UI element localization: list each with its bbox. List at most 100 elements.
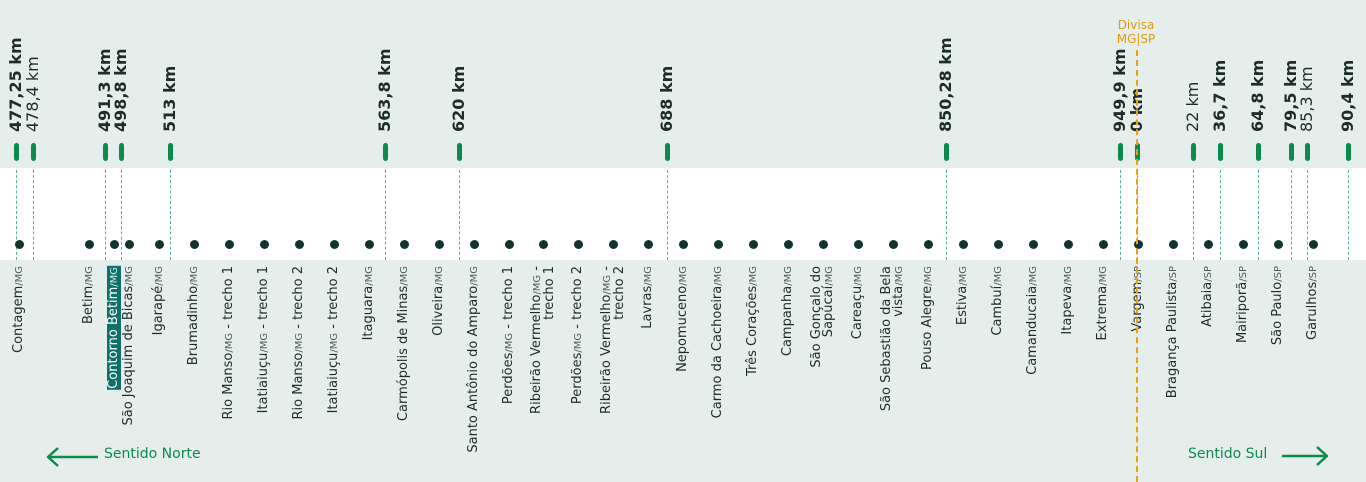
town-dot xyxy=(505,240,514,249)
town-dot xyxy=(1134,240,1143,249)
town-state: /MG xyxy=(504,332,515,353)
town-suffix: - trecho 1 xyxy=(501,266,516,333)
town-label: Contorno Betim/MG xyxy=(106,266,121,390)
town-label: Santo Antônio do Amparo/MG xyxy=(466,266,481,453)
town-dot xyxy=(435,240,444,249)
km-tick xyxy=(1256,143,1261,161)
town-label: Camanducaia/MG xyxy=(1025,266,1040,375)
town-name: Carmópolis de Minas xyxy=(396,285,411,422)
town-label: Carmópolis de Minas/MG xyxy=(396,266,411,422)
town-dot xyxy=(539,240,548,249)
km-guide-line xyxy=(105,170,106,260)
km-label: 477,25 km xyxy=(6,37,25,132)
town-state: /MG xyxy=(853,266,864,286)
town-dot xyxy=(110,240,119,249)
km-guide-line xyxy=(459,170,460,260)
town-dot xyxy=(574,240,583,249)
town-label: Atibaia/SP xyxy=(1200,266,1215,327)
town-state: /SP xyxy=(1273,266,1284,282)
town-name: Brumadinho xyxy=(186,285,201,366)
town-state: /MG xyxy=(109,267,120,287)
town-state: /SP xyxy=(1238,266,1249,282)
km-label: 85,3 km xyxy=(1297,66,1316,132)
town-dot xyxy=(924,240,933,249)
town-dot xyxy=(330,240,339,249)
town-suffix: - trecho 2 xyxy=(326,266,341,333)
km-tick xyxy=(1346,143,1351,161)
town-state: /MG xyxy=(678,266,689,286)
town-dot xyxy=(225,240,234,249)
town-name: Contorno Betim xyxy=(106,286,121,389)
town-suffix: - trecho 2 xyxy=(291,266,306,333)
town-label: Rio Manso/MG - trecho 2 xyxy=(291,266,306,420)
town-state: /MG xyxy=(154,266,165,286)
km-label: 850,28 km xyxy=(936,37,955,132)
town-name: Perdões xyxy=(501,352,516,405)
km-tick xyxy=(1289,143,1294,161)
km-guide-line xyxy=(946,170,947,260)
town-dot xyxy=(1099,240,1108,249)
state-border-line1: Divisa xyxy=(1117,18,1155,32)
town-state: /MG xyxy=(259,332,270,353)
km-guide-line xyxy=(1291,170,1292,260)
km-tick xyxy=(944,143,949,161)
town-label: Estiva/MG xyxy=(955,266,970,326)
town-label: São Gonçalo do Sapucaí/MG xyxy=(809,266,836,368)
km-label: 90,4 km xyxy=(1338,59,1357,132)
town-name: Perdões xyxy=(570,352,585,405)
town-name: Betim xyxy=(81,285,96,325)
town-name: Bragança Paulista xyxy=(1165,281,1180,399)
town-suffix: - trecho 2 xyxy=(570,266,585,333)
town-dot xyxy=(784,240,793,249)
town-name-line2: trecho 1 xyxy=(542,266,557,320)
town-dot xyxy=(365,240,374,249)
km-tick xyxy=(1305,143,1310,161)
town-dot xyxy=(819,240,828,249)
town-state: /MG xyxy=(329,332,340,353)
town-dot xyxy=(295,240,304,249)
town-name: Itaguara xyxy=(361,285,376,341)
town-name: Itatiaiuçu xyxy=(326,352,341,414)
town-label: Perdões/MG - trecho 2 xyxy=(570,266,585,405)
state-border-line xyxy=(1136,50,1138,482)
town-name: Garulhos xyxy=(1305,281,1320,340)
town-state: /MG xyxy=(189,266,200,286)
km-guide-line xyxy=(16,170,17,260)
town-state: /MG xyxy=(14,266,25,286)
km-label: 478,4 km xyxy=(23,56,42,132)
town-dot xyxy=(994,240,1003,249)
town-state: /MG xyxy=(434,266,445,286)
town-name: Oliveira xyxy=(431,285,446,336)
town-dot xyxy=(1029,240,1038,249)
town-band xyxy=(0,260,1366,482)
town-label: Extrema/MG xyxy=(1095,266,1110,340)
town-state: /MG xyxy=(1028,266,1039,286)
km-tick xyxy=(119,143,124,161)
town-state: /MG xyxy=(824,266,835,286)
km-tick xyxy=(457,143,462,161)
town-dot xyxy=(1064,240,1073,249)
town-name: Lavras xyxy=(640,285,655,329)
direction-north: Sentido Norte xyxy=(104,446,201,462)
town-state: /MG xyxy=(958,266,969,286)
town-name: Pouso Alegre xyxy=(920,285,935,370)
town-label: Pouso Alegre/MG xyxy=(920,266,935,370)
town-name: Carmo da Cachoeira xyxy=(710,285,725,419)
town-label: Brumadinho/MG xyxy=(186,266,201,366)
town-dot xyxy=(609,240,618,249)
km-guide-line xyxy=(121,170,122,260)
town-state: /MG xyxy=(224,332,235,353)
town-name: Atibaia xyxy=(1200,281,1215,327)
town-name: Campanha xyxy=(780,285,795,357)
direction-south: Sentido Sul xyxy=(1188,446,1268,462)
town-label: Lavras/MG xyxy=(640,266,655,329)
km-guide-line xyxy=(1307,170,1308,260)
town-name: Estiva xyxy=(955,285,970,326)
town-state: /MG xyxy=(573,332,584,353)
town-dot xyxy=(1274,240,1283,249)
town-dot xyxy=(470,240,479,249)
town-state: /MG xyxy=(713,266,724,286)
town-dot xyxy=(644,240,653,249)
town-label: Bragança Paulista/SP xyxy=(1165,266,1180,399)
town-name: São Joaquim de Bicas xyxy=(121,285,136,426)
